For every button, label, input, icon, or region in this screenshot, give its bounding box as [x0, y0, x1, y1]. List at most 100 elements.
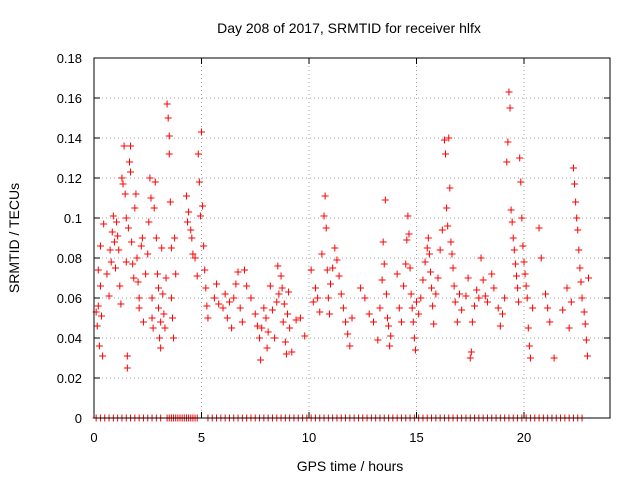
data-point	[225, 298, 233, 306]
data-point	[510, 246, 518, 254]
y-tick-label: 0.14	[57, 131, 82, 146]
data-point	[563, 284, 571, 292]
x-tick-label: 10	[302, 430, 316, 445]
data-point	[519, 242, 527, 250]
data-point	[129, 260, 137, 268]
data-point	[479, 276, 487, 284]
data-point	[307, 266, 315, 274]
data-point	[335, 272, 343, 280]
data-point	[382, 290, 390, 298]
data-point	[131, 204, 139, 212]
data-point	[122, 258, 130, 266]
data-point	[451, 298, 459, 306]
data-point	[517, 178, 525, 186]
data-point	[194, 150, 202, 158]
data-point	[580, 308, 588, 316]
data-point	[365, 310, 373, 318]
data-point	[515, 298, 523, 306]
data-point	[506, 104, 514, 112]
data-point	[466, 354, 474, 362]
data-point	[450, 282, 458, 290]
data-point	[544, 304, 552, 312]
data-point	[426, 268, 434, 276]
data-point	[96, 282, 104, 290]
data-point	[524, 324, 532, 332]
data-point	[155, 304, 162, 312]
data-point	[516, 154, 524, 162]
data-point	[404, 212, 412, 220]
data-point	[148, 294, 156, 302]
data-point	[189, 250, 197, 258]
data-point	[529, 304, 537, 312]
data-point	[120, 142, 128, 150]
data-point	[164, 114, 172, 122]
data-point	[135, 304, 143, 312]
data-point	[127, 168, 135, 176]
data-point	[234, 268, 242, 276]
data-point	[296, 314, 304, 322]
data-point	[213, 280, 221, 288]
data-point	[195, 178, 203, 186]
data-point	[191, 254, 199, 262]
data-point	[165, 150, 173, 158]
data-point	[346, 342, 354, 350]
data-point	[149, 324, 157, 332]
x-tick-label: 15	[409, 430, 423, 445]
data-point	[162, 274, 170, 282]
data-point	[260, 304, 268, 312]
data-point	[357, 284, 365, 292]
data-point	[165, 132, 173, 140]
data-point	[361, 294, 369, 302]
data-point	[278, 284, 286, 292]
data-point	[243, 282, 251, 290]
data-point	[458, 306, 466, 314]
data-point	[449, 264, 457, 272]
data-point	[219, 304, 227, 312]
data-point	[274, 262, 282, 270]
data-point	[157, 344, 165, 352]
data-point	[238, 318, 246, 326]
data-point	[210, 294, 218, 302]
y-tick-label: 0.04	[57, 331, 82, 346]
data-point	[504, 138, 512, 146]
data-point	[223, 314, 231, 322]
data-point	[400, 282, 408, 290]
data-point	[370, 318, 377, 326]
data-point	[147, 194, 155, 202]
data-point	[387, 332, 395, 340]
data-point	[471, 302, 479, 310]
data-point	[107, 258, 115, 266]
data-point	[230, 294, 238, 302]
grid-lines	[94, 58, 610, 418]
data-point	[145, 218, 153, 226]
data-point	[380, 260, 388, 268]
data-point	[135, 294, 143, 302]
data-point	[514, 284, 522, 292]
data-point	[314, 294, 322, 302]
data-point	[262, 314, 270, 322]
data-point	[509, 234, 517, 242]
data-point	[94, 302, 102, 310]
y-tick-label: 0.06	[57, 291, 82, 306]
data-point	[442, 150, 450, 158]
x-tick-label: 5	[198, 430, 205, 445]
data-point	[100, 220, 108, 228]
data-point	[331, 244, 339, 252]
data-point	[202, 284, 210, 292]
data-point	[196, 212, 204, 220]
data-point	[112, 264, 119, 272]
data-point	[118, 174, 126, 182]
y-tick-label: 0	[75, 411, 82, 426]
data-point	[257, 356, 265, 364]
x-tick-label: 20	[517, 430, 531, 445]
data-point	[109, 212, 117, 220]
data-point	[281, 338, 289, 346]
data-point	[137, 242, 145, 250]
data-point	[139, 318, 147, 326]
data-point	[108, 228, 116, 236]
data-point	[232, 280, 240, 288]
x-tick-label: 0	[90, 430, 97, 445]
data-point	[286, 324, 294, 332]
data-point	[96, 242, 104, 250]
data-point	[110, 238, 118, 246]
